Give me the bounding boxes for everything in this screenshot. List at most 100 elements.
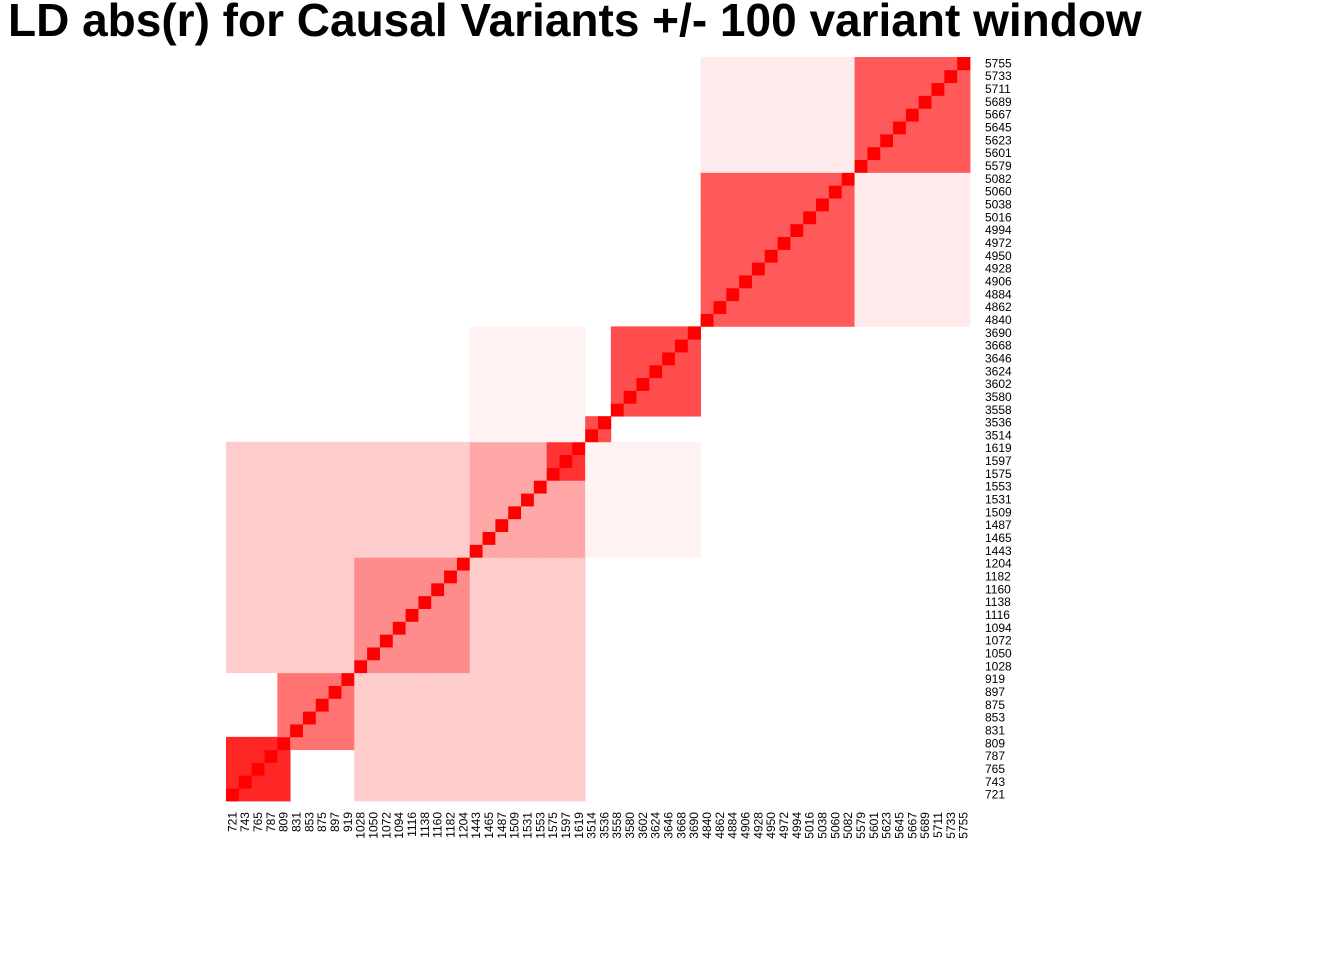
heatmap-cell [354, 634, 368, 648]
x-tick-label: 1094 [392, 812, 406, 839]
x-tick-label: 1050 [367, 812, 381, 839]
y-tick-label: 1116 [985, 608, 1010, 622]
heatmap-cell [533, 403, 548, 417]
heatmap-cell [713, 95, 727, 109]
heatmap-cell [572, 364, 586, 379]
heatmap-cell [264, 531, 278, 545]
heatmap-cell [238, 518, 253, 533]
heatmap-cell [482, 621, 496, 635]
heatmap-cell [444, 749, 458, 763]
heatmap-cell [495, 672, 509, 686]
heatmap-cell [508, 762, 522, 776]
heatmap-cell [508, 544, 522, 558]
heatmap-cell [662, 544, 676, 558]
heatmap-cell [636, 518, 650, 533]
heatmap-cell [315, 518, 330, 533]
heatmap-cell [854, 95, 868, 109]
heatmap-cell [764, 172, 778, 186]
y-tick-label: 809 [985, 736, 1005, 750]
heatmap-cell [803, 69, 817, 84]
heatmap-cell [751, 287, 766, 302]
heatmap-cell [521, 659, 535, 674]
heatmap-cell [828, 185, 843, 199]
heatmap-cell [238, 634, 253, 648]
heatmap-cell [444, 634, 458, 648]
heatmap-cell [662, 518, 676, 533]
y-tick-label: 3536 [985, 416, 1012, 430]
heatmap-cell [418, 493, 432, 507]
heatmap-cell [341, 634, 355, 648]
heatmap-cell [790, 146, 804, 161]
heatmap-cell [508, 672, 522, 686]
heatmap-cell [328, 647, 342, 661]
heatmap-cell [841, 198, 855, 212]
x-tick-label: 1028 [354, 812, 368, 839]
heatmap-cell [367, 672, 381, 686]
heatmap-cell [803, 121, 817, 135]
heatmap-cell [636, 531, 650, 545]
heatmap-cell [469, 724, 483, 738]
heatmap-cell [893, 210, 907, 225]
heatmap-cell [790, 249, 804, 263]
y-tick-label: 1575 [985, 467, 1012, 481]
heatmap-cell [649, 352, 663, 366]
heatmap-cell [880, 236, 894, 250]
heatmap-cell [341, 518, 355, 533]
heatmap-cell [662, 505, 676, 520]
y-tick-label: 831 [985, 723, 1005, 737]
heatmap-cell [700, 275, 714, 289]
heatmap-cell [713, 69, 727, 84]
heatmap-cell [354, 531, 368, 545]
heatmap-cell [623, 480, 637, 494]
heatmap-cell [790, 159, 804, 173]
heatmap-cell [495, 429, 509, 443]
heatmap-cell [379, 595, 394, 609]
heatmap-cell [431, 595, 445, 609]
heatmap-cell [367, 493, 381, 507]
heatmap-cell [482, 518, 496, 533]
heatmap-cell [264, 518, 278, 533]
heatmap-cell [251, 544, 265, 558]
heatmap-cell [495, 467, 509, 481]
heatmap-cell [957, 172, 971, 186]
heatmap-cell [687, 480, 702, 494]
heatmap-cell [636, 390, 650, 404]
x-tick-label: 4950 [764, 812, 778, 839]
heatmap-cell [649, 544, 663, 558]
heatmap-cell [226, 454, 240, 468]
heatmap-cell [674, 518, 689, 533]
heatmap-cell [264, 621, 278, 635]
heatmap-cell [367, 711, 381, 725]
heatmap-cell [508, 775, 522, 789]
heatmap-cell [803, 159, 817, 173]
heatmap-cell [598, 544, 612, 558]
y-tick-label: 1465 [985, 531, 1012, 545]
heatmap-cell [739, 133, 753, 148]
heatmap-cell [251, 749, 265, 763]
y-tick-label: 5711 [985, 82, 1011, 96]
heatmap-cell [598, 531, 612, 545]
heatmap-cell [495, 582, 509, 597]
heatmap-cell [444, 441, 458, 456]
heatmap-cell [841, 146, 855, 161]
heatmap-cell [341, 505, 355, 520]
heatmap-cell [880, 57, 894, 71]
heatmap-cell [238, 647, 253, 661]
heatmap-cell [572, 647, 586, 661]
heatmap-cell [379, 582, 394, 597]
heatmap-cell [264, 480, 278, 494]
heatmap-cell [764, 185, 778, 199]
heatmap-cell [918, 69, 932, 84]
heatmap-cell [623, 467, 637, 481]
heatmap-cell [662, 403, 676, 417]
heatmap-cell [521, 788, 535, 802]
heatmap-cell [726, 172, 740, 186]
heatmap-cell [893, 313, 907, 327]
x-tick-label: 4884 [726, 812, 740, 839]
heatmap-cell [431, 557, 445, 571]
heatmap-cell [277, 788, 291, 802]
heatmap-cell [610, 518, 625, 533]
heatmap-cell [674, 544, 689, 558]
heatmap-cell [828, 223, 843, 237]
heatmap-cell [251, 518, 265, 533]
